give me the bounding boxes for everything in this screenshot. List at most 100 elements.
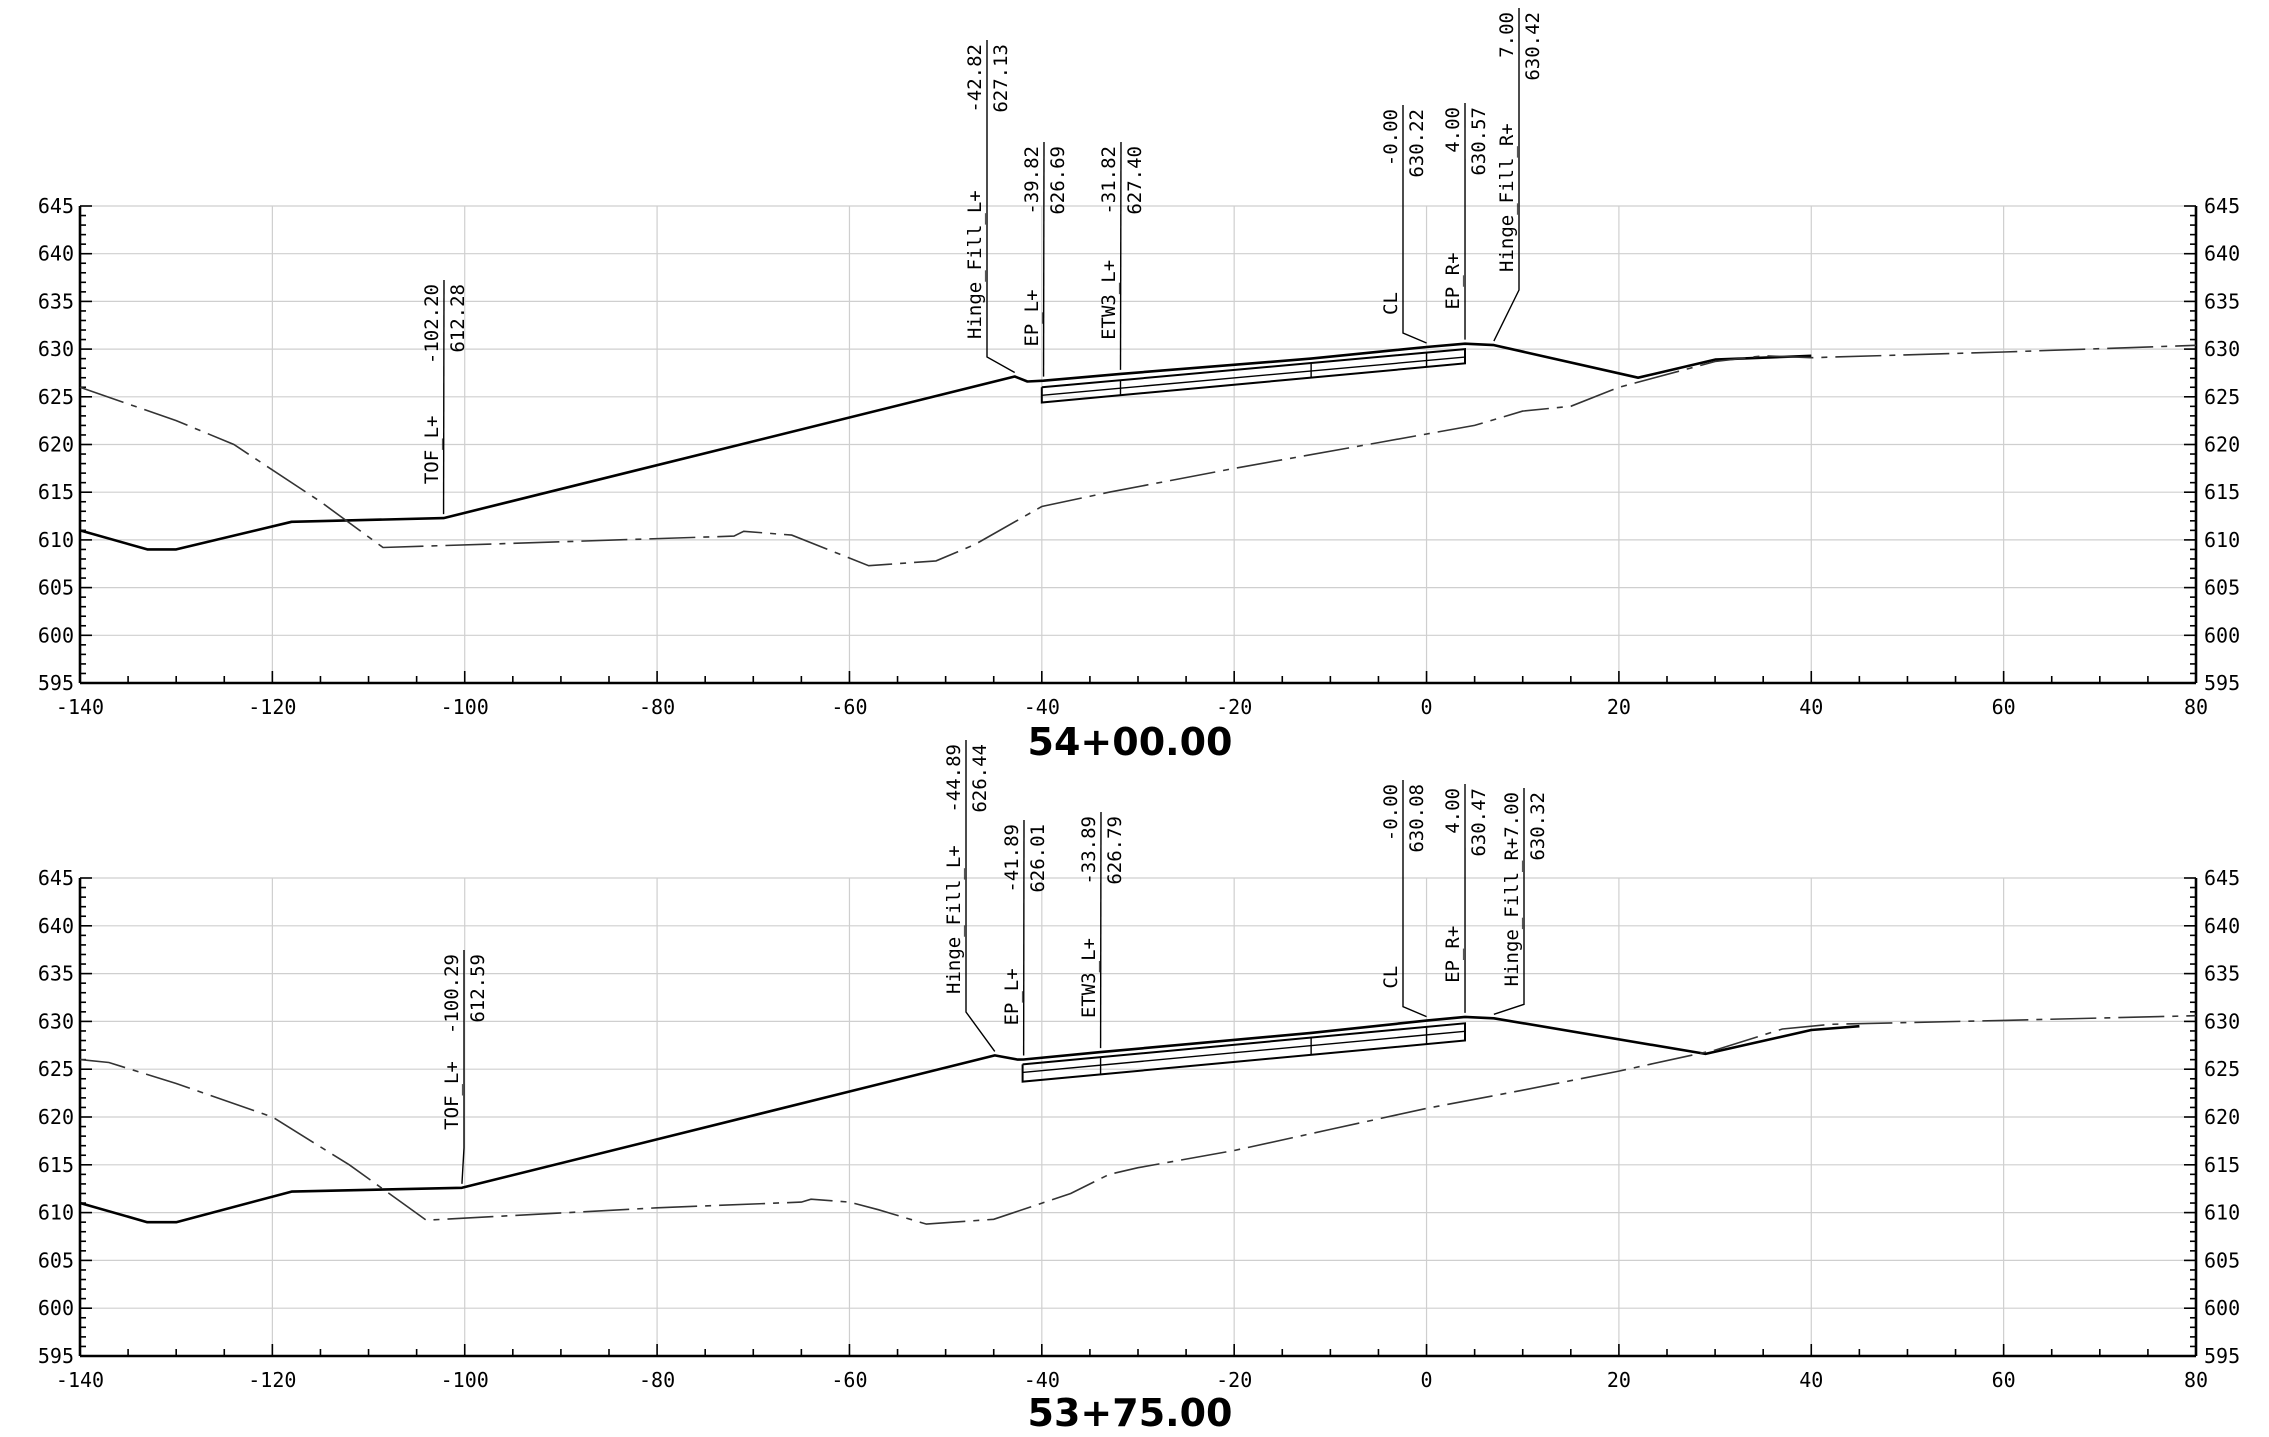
x-tick-label: -60 <box>831 1368 867 1392</box>
callout-elevation: 626.69 <box>1047 146 1069 215</box>
x-tick-label: -60 <box>831 695 867 719</box>
callout-elevation: 630.42 <box>1522 12 1544 81</box>
callout-elevation: 630.47 <box>1468 788 1490 857</box>
callout-elevation: 630.22 <box>1406 109 1428 178</box>
y-tick-label-left: 610 <box>38 528 74 552</box>
callout-label: CL <box>1380 292 1402 315</box>
callout-label: Hinge_Fill_L+ <box>964 190 986 339</box>
y-tick-label-left: 625 <box>38 385 74 409</box>
x-tick-label: -120 <box>248 1368 296 1392</box>
station-title: 54+00.00 <box>1028 720 1233 764</box>
y-tick-label-left: 630 <box>38 337 74 361</box>
y-tick-label-left: 645 <box>38 194 74 218</box>
callout-leader <box>1119 141 1122 370</box>
y-tick-label-right: 615 <box>2204 1153 2240 1177</box>
y-tick-label-right: 625 <box>2204 1057 2240 1081</box>
callout-label: EP_L+ <box>1021 289 1043 346</box>
callout-elevation: 626.44 <box>969 744 991 813</box>
y-tick-label-left: 595 <box>38 671 74 695</box>
x-tick-label: 80 <box>2184 1368 2208 1392</box>
pavement-layer-line <box>1041 356 1466 396</box>
y-tick-label-left: 635 <box>38 289 74 313</box>
x-tick-label: 20 <box>1607 1368 1631 1392</box>
pavement-section <box>1040 348 1466 404</box>
callout-EP_L: EP_L+ -41.89 626.01 <box>1001 819 1049 1056</box>
callout-EP_R: EP_R+ 4.00 630.57 <box>1442 102 1490 340</box>
x-tick-label: -20 <box>1216 1368 1252 1392</box>
callout-elevation: 612.28 <box>447 284 469 353</box>
callout-EP_R: EP_R+ 4.00 630.47 <box>1442 783 1490 1013</box>
callout-label: TOF_L+ <box>441 1061 463 1130</box>
callout-offset: -41.89 <box>1001 824 1023 893</box>
y-tick-label-right: 630 <box>2204 1009 2240 1033</box>
callout-leader <box>1493 788 1525 1016</box>
callout-label: TOF_L+ <box>421 416 443 485</box>
x-tick-label: 0 <box>1421 695 1433 719</box>
callout-leader <box>1402 780 1427 1018</box>
existing-ground-line <box>79 344 2197 567</box>
y-tick-label-left: 610 <box>38 1201 74 1225</box>
callout-leader <box>1493 8 1520 342</box>
x-tick-label: 0 <box>1421 1368 1433 1392</box>
callout-elevation: 627.40 <box>1124 146 1146 215</box>
callout-ETW3_L: ETW3_L+ -33.89 626.79 <box>1078 811 1126 1049</box>
station-title: 53+75.00 <box>1028 1391 1233 1435</box>
y-tick-label-left: 640 <box>38 914 74 938</box>
callout-offset: -33.89 <box>1078 816 1100 885</box>
callout-label: CL <box>1380 966 1402 989</box>
x-tick-label: 60 <box>1992 1368 2016 1392</box>
x-tick-label: 60 <box>1992 695 2016 719</box>
y-tick-label-right: 600 <box>2204 623 2240 647</box>
callout-ETW3_L: ETW3_L+ -31.82 627.40 <box>1098 141 1146 370</box>
x-tick-label: -40 <box>1024 1368 1060 1392</box>
callout-elevation: 630.57 <box>1468 107 1490 176</box>
y-tick-label-right: 605 <box>2204 576 2240 600</box>
y-tick-label-left: 635 <box>38 962 74 986</box>
y-tick-label-right: 640 <box>2204 914 2240 938</box>
x-tick-label: -20 <box>1216 695 1252 719</box>
x-tick-label: -80 <box>639 695 675 719</box>
callout-elevation: 626.01 <box>1027 824 1049 893</box>
callout-EP_L: EP_L+ -39.82 626.69 <box>1021 141 1069 377</box>
y-tick-label-right: 615 <box>2204 480 2240 504</box>
y-tick-label-right: 610 <box>2204 1201 2240 1225</box>
callout-Hinge_Fill_R: Hinge_Fill_R+ 7.00 630.42 <box>1493 8 1544 342</box>
pavement-section <box>1021 1022 1466 1083</box>
y-tick-label-left: 645 <box>38 866 74 890</box>
y-tick-label-right: 620 <box>2204 1105 2240 1129</box>
pavement-layer-line <box>1022 1030 1466 1074</box>
callout-leader <box>965 740 996 1052</box>
existing-ground-line <box>79 1014 2197 1225</box>
callout-offset: -31.82 <box>1098 146 1120 215</box>
y-tick-label-left: 600 <box>38 1296 74 1320</box>
x-tick-label: 40 <box>1799 695 1823 719</box>
callout-label: ETW3_L+ <box>1078 938 1100 1018</box>
callout-elevation: 612.59 <box>467 954 489 1023</box>
callout-offset: -0.00 <box>1380 784 1402 841</box>
callout-Hinge_Fill_R: Hinge_Fill_R+7.00 630.32 <box>1493 788 1549 1016</box>
callout-label: ETW3_L+ <box>1098 260 1120 340</box>
callout-offset: -100.29 <box>441 954 463 1034</box>
callout-label: Hinge_Fill_R+ <box>1496 123 1518 272</box>
x-tick-label: -140 <box>56 695 104 719</box>
y-tick-label-left: 615 <box>38 480 74 504</box>
x-tick-label: -120 <box>248 695 296 719</box>
y-tick-label-right: 635 <box>2204 289 2240 313</box>
x-tick-label: 80 <box>2184 695 2208 719</box>
callout-CL: CL -0.00 630.22 <box>1380 105 1428 344</box>
y-tick-label-left: 625 <box>38 1057 74 1081</box>
callout-offset: 4.00 <box>1442 788 1464 834</box>
callout-TOF_L: TOF_L+ -100.29 612.59 <box>441 950 489 1184</box>
y-tick-label-left: 615 <box>38 1153 74 1177</box>
callout-offset: -39.82 <box>1021 146 1043 215</box>
callout-elevation: 630.08 <box>1406 784 1428 853</box>
y-tick-label-right: 625 <box>2204 385 2240 409</box>
y-tick-label-left: 630 <box>38 1009 74 1033</box>
callout-elevation: 630.32 <box>1527 792 1549 861</box>
y-tick-label-right: 610 <box>2204 528 2240 552</box>
callout-Hinge_Fill_L: Hinge_Fill_L+ -42.82 627.13 <box>964 40 1016 374</box>
y-tick-label-left: 605 <box>38 576 74 600</box>
callout-offset: 4.00 <box>1442 107 1464 153</box>
